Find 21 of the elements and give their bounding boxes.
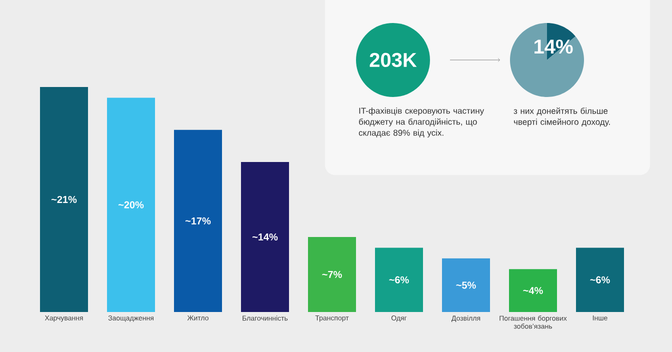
text: 203K bbox=[370, 52, 417, 68]
data-label: ~5% bbox=[456, 282, 476, 289]
bar bbox=[107, 98, 156, 312]
data-label: ~4% bbox=[523, 287, 543, 294]
bar bbox=[375, 248, 424, 312]
bar bbox=[442, 258, 490, 312]
data-label: ~6% bbox=[590, 276, 610, 284]
data-label: ~14% bbox=[252, 233, 278, 241]
annotation: з них донейтять більше чверті сімейного доходу. bbox=[514, 108, 610, 127]
bar bbox=[576, 248, 624, 312]
data-label: ~21% bbox=[51, 196, 77, 204]
bar bbox=[174, 130, 222, 312]
data-label: ~6% bbox=[389, 276, 409, 284]
data-label: ~17% bbox=[185, 217, 211, 224]
bar bbox=[308, 236, 356, 312]
bar bbox=[241, 162, 290, 312]
data-label: ~20% bbox=[118, 201, 144, 208]
bar bbox=[40, 86, 88, 312]
data-label: ~7% bbox=[322, 270, 342, 278]
bar bbox=[509, 269, 557, 312]
annotation: IT-фахівців скеровують частину бюджету на благодійність, що складає 89% від усіх. bbox=[358, 108, 484, 138]
